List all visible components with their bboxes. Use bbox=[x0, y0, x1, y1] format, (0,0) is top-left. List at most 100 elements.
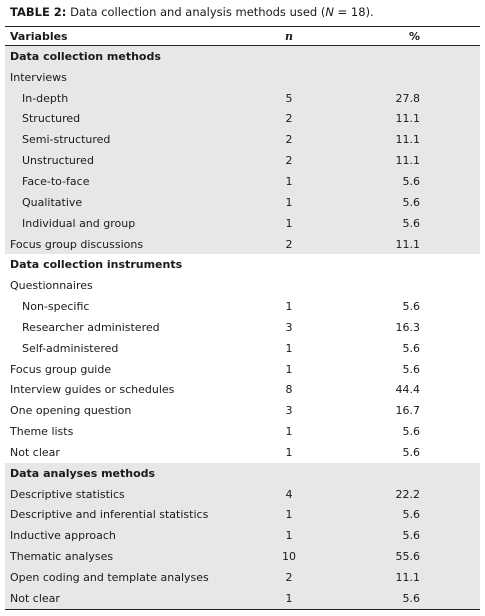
n-cell: 4 bbox=[285, 487, 293, 501]
row-label: Qualitative bbox=[22, 195, 83, 209]
pct-cell bbox=[343, 463, 480, 484]
n-cell bbox=[235, 254, 343, 275]
n-cell: 1 bbox=[285, 174, 293, 188]
table-section: Data collection instruments Questionnaire… bbox=[5, 254, 480, 462]
table-section: Data collection methods Interviews In-dept… bbox=[5, 45, 480, 255]
n-cell bbox=[235, 463, 343, 484]
row-label: Self-administered bbox=[22, 341, 119, 355]
row-label: Semi-structured bbox=[22, 133, 111, 147]
row-label: Structured bbox=[22, 112, 81, 126]
table-row: In-depth 5 27.8 bbox=[5, 87, 480, 109]
table-row: Qualitative 1 5.6 bbox=[5, 191, 480, 213]
table-section: Data analyses methods Descriptive statist… bbox=[5, 462, 480, 610]
table-row: Non-specific 1 5.6 bbox=[5, 296, 480, 317]
table-row: Open coding and template analyses 2 11.1 bbox=[5, 567, 480, 588]
table-row: Unstructured 2 11.1 bbox=[5, 150, 480, 172]
caption-n: N bbox=[325, 5, 334, 19]
row-label: Focus group discussions bbox=[10, 237, 144, 251]
table-row: Interviews bbox=[5, 66, 480, 88]
pct-cell bbox=[343, 254, 480, 275]
header-n: n bbox=[285, 29, 293, 43]
row-label: Open coding and template analyses bbox=[10, 571, 209, 585]
n-cell: 2 bbox=[285, 112, 293, 126]
table-row: Researcher administered 3 16.3 bbox=[5, 317, 480, 338]
pct-cell: 5.6 bbox=[402, 300, 421, 314]
pct-cell: 5.6 bbox=[402, 341, 421, 355]
table-row: Focus group discussions 2 11.1 bbox=[5, 233, 480, 255]
n-cell: 2 bbox=[285, 154, 293, 168]
row-label: Inductive approach bbox=[10, 529, 116, 543]
n-cell: 2 bbox=[285, 571, 293, 585]
pct-cell: 11.1 bbox=[395, 133, 421, 147]
caption-rest: = 18). bbox=[333, 5, 374, 19]
pct-cell: 16.7 bbox=[395, 404, 421, 418]
n-cell: 1 bbox=[285, 425, 293, 439]
header-cell: % bbox=[408, 29, 420, 43]
n-cell bbox=[235, 46, 343, 67]
pct-cell: 5.6 bbox=[402, 425, 421, 439]
pct-cell: 11.1 bbox=[395, 571, 421, 585]
header-cell: n bbox=[235, 27, 343, 46]
row-label: Not clear bbox=[10, 445, 60, 459]
pct-cell bbox=[343, 275, 480, 296]
table-row: Questionnaires bbox=[5, 275, 480, 296]
pct-cell: 5.6 bbox=[402, 174, 421, 188]
table: Variables n % Data collection methods Int… bbox=[5, 26, 480, 610]
row-label: Data analyses methods bbox=[10, 466, 156, 480]
pct-cell: 11.1 bbox=[395, 112, 421, 126]
pct-cell: 11.1 bbox=[395, 154, 421, 168]
table-row: Self-administered 1 5.6 bbox=[5, 338, 480, 359]
n-cell: 1 bbox=[285, 591, 293, 605]
n-cell: 8 bbox=[285, 383, 293, 397]
table-row: One opening question 3 16.7 bbox=[5, 400, 480, 421]
table-row: Not clear 1 5.6 bbox=[5, 442, 480, 463]
row-label: Descriptive and inferential statistics bbox=[10, 508, 209, 522]
pct-cell: 11.1 bbox=[395, 237, 421, 251]
table-row: Data analyses methods bbox=[5, 462, 480, 484]
pct-cell: 5.6 bbox=[402, 508, 421, 522]
table-row: Not clear 1 5.6 bbox=[5, 587, 480, 610]
row-label: Researcher administered bbox=[22, 320, 160, 334]
table-row: Descriptive and inferential statistics 1 5… bbox=[5, 504, 480, 526]
table-row: Inductive approach 1 5.6 bbox=[5, 525, 480, 547]
n-cell: 1 bbox=[285, 508, 293, 522]
header-cell: Variables bbox=[10, 29, 68, 43]
pct-cell: 44.4 bbox=[395, 383, 421, 397]
caption-text: Data collection and analysis methods use… bbox=[70, 5, 326, 19]
row-label: Focus group guide bbox=[10, 362, 112, 376]
pct-cell: 27.8 bbox=[395, 91, 421, 105]
n-cell: 2 bbox=[285, 237, 293, 251]
row-label: Descriptive statistics bbox=[10, 487, 125, 501]
header-row: Variables n % bbox=[5, 26, 480, 46]
table-row: Thematic analyses 10 55.6 bbox=[5, 546, 480, 568]
n-cell: 10 bbox=[282, 550, 296, 564]
row-label: In-depth bbox=[22, 91, 69, 105]
n-cell bbox=[235, 275, 343, 296]
pct-cell: 5.6 bbox=[402, 591, 421, 605]
n-cell: 3 bbox=[285, 320, 293, 334]
pct-cell: 55.6 bbox=[395, 550, 421, 564]
caption-label: TABLE 2: bbox=[10, 5, 67, 19]
n-cell: 1 bbox=[285, 216, 293, 230]
table-row: Data collection methods bbox=[5, 45, 480, 67]
pct-cell: 5.6 bbox=[402, 445, 421, 459]
pct-cell: 22.2 bbox=[395, 487, 421, 501]
n-cell: 1 bbox=[285, 445, 293, 459]
n-cell: 1 bbox=[285, 195, 293, 209]
table-row: Face-to-face 1 5.6 bbox=[5, 171, 480, 192]
n-cell: 5 bbox=[285, 91, 293, 105]
pct-cell: 16.3 bbox=[395, 320, 421, 334]
table-row: Focus group guide 1 5.6 bbox=[5, 359, 480, 380]
n-cell: 2 bbox=[285, 133, 293, 147]
row-label: Individual and group bbox=[22, 216, 136, 230]
pct-cell: 5.6 bbox=[402, 529, 421, 543]
row-label: Thematic analyses bbox=[10, 550, 114, 564]
table-row: Theme lists 1 5.6 bbox=[5, 421, 480, 442]
pct-cell: 5.6 bbox=[402, 195, 421, 209]
table-row: Interview guides or schedules 8 44.4 bbox=[5, 380, 480, 401]
table-row: Descriptive statistics 4 22.2 bbox=[5, 483, 480, 505]
row-label: Data collection methods bbox=[10, 49, 161, 63]
n-cell: 1 bbox=[285, 529, 293, 543]
